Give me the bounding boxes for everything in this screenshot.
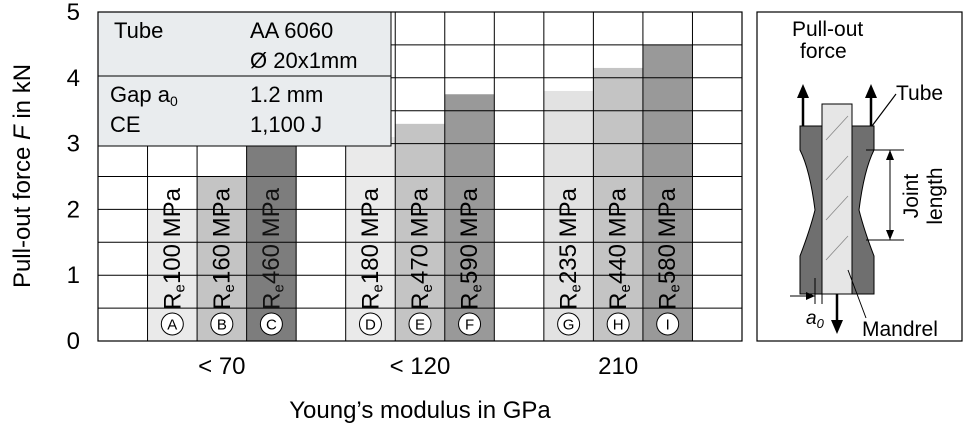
bar-H <box>593 67 643 342</box>
re-symbol-B: Re <box>208 284 237 310</box>
info-box: Tube AA 6060 Ø 20x1mm Gap a0 1.2 mm CE 1… <box>97 11 392 147</box>
y-tick-label: 0 <box>67 328 80 355</box>
plot-frame <box>97 11 743 342</box>
bar-label-G: 235 MPa <box>555 187 582 284</box>
reaction-arrowhead <box>831 320 843 334</box>
bar-id-H: H <box>613 317 624 334</box>
re-symbol-H: Re <box>605 284 634 310</box>
joint-length-line1: Joint <box>900 174 923 219</box>
bar-id-circle-I <box>656 312 680 336</box>
re-symbol-D: Re <box>357 284 386 310</box>
joint-arrowhead-top <box>886 150 894 160</box>
bar-G <box>543 90 594 342</box>
re-symbol-F: Re <box>456 284 485 310</box>
bar-label-D: 180 MPa <box>357 187 384 284</box>
bar-id-D: D <box>365 317 376 334</box>
hatch <box>825 155 849 181</box>
x-group-label: 210 <box>598 353 638 380</box>
bar-id-I: I <box>666 317 670 334</box>
y-axis-label: Pull-out force F in kN <box>9 64 36 288</box>
bar-id-circle-D <box>358 312 382 336</box>
bar-id-E: E <box>415 317 425 334</box>
bar-id-circle-H <box>606 312 630 336</box>
joint-arrowhead-bottom <box>886 230 894 240</box>
tube-wall-right <box>851 125 875 295</box>
bar-id-circle-G <box>557 312 581 336</box>
bar-label-I: 580 MPa <box>654 187 681 284</box>
bar-label-B: 160 MPa <box>208 187 235 284</box>
bar-id-B: B <box>217 317 227 334</box>
tube-leader-line <box>871 93 897 127</box>
info-tube-dimensions: Ø 20x1mm <box>250 48 358 73</box>
info-gap-label: Gap a0 <box>110 82 178 109</box>
re-symbol-C: Re <box>258 284 287 310</box>
y-tick-label: 3 <box>67 131 80 158</box>
bar-label-E: 470 MPa <box>407 187 434 284</box>
info-box-background <box>97 11 392 147</box>
bar-I <box>642 44 693 342</box>
bar-id-circle-C <box>259 312 283 336</box>
bar-id-circle-B <box>210 312 234 336</box>
y-tick-label: 5 <box>67 0 80 26</box>
re-symbol-G: Re <box>555 284 584 310</box>
bar-id-F: F <box>465 317 474 334</box>
bar-id-A: A <box>167 317 177 334</box>
y-tick-label: 4 <box>67 65 80 92</box>
bar-label-C: 460 MPa <box>258 187 285 284</box>
re-symbol-A: Re <box>159 284 188 310</box>
x-group-label: < 120 <box>390 353 451 380</box>
info-tube-material: AA 6060 <box>250 18 333 43</box>
schematic-title-line2: force <box>800 40 847 63</box>
bar-id-G: G <box>563 317 575 334</box>
gap-arrowhead <box>806 292 815 300</box>
re-symbol-I: Re <box>654 284 683 310</box>
hatch <box>825 115 849 141</box>
schematic-tube-label: Tube <box>896 82 943 105</box>
mandrel-shape <box>821 103 853 295</box>
force-arrowhead-right <box>865 84 877 98</box>
bar-id-circle-A <box>160 312 184 336</box>
bar-D <box>345 137 396 341</box>
bar-label-H: 440 MPa <box>605 187 632 284</box>
hatch <box>825 235 849 261</box>
mandrel-leader-line <box>847 269 867 319</box>
gap-label: a0 <box>806 308 825 331</box>
tube-wall-left <box>799 125 823 295</box>
mandrel-body <box>821 103 853 295</box>
y-axis-ticks: 0 1 2 3 4 5 <box>67 0 80 355</box>
x-axis-group-labels: < 70 < 120 210 <box>198 353 638 380</box>
info-ce-value: 1,100 J <box>250 112 322 137</box>
bar-E <box>395 123 445 341</box>
pullout-schematic: Pull-out force Tube Joint length a0 <box>756 11 963 342</box>
x-group-label: < 70 <box>198 353 245 380</box>
bar-id-circle-F <box>458 312 482 336</box>
re-symbol-E: Re <box>407 284 436 310</box>
hatch <box>825 195 849 221</box>
force-arrowhead-left <box>797 84 809 98</box>
info-tube-label: Tube <box>114 18 163 43</box>
x-axis-label: Young’s modulus in GPa <box>289 397 551 424</box>
bar-id-C: C <box>266 317 277 334</box>
info-gap-value: 1.2 mm <box>250 82 323 107</box>
schematic-title-line1: Pull-out <box>792 18 863 41</box>
bar-label-A: 100 MPa <box>159 187 186 284</box>
info-ce-label: CE <box>110 112 141 137</box>
y-tick-label: 2 <box>67 196 80 223</box>
y-tick-label: 1 <box>67 262 80 289</box>
joint-length-line2: length <box>924 167 947 224</box>
bar-F <box>444 94 495 341</box>
schematic-mandrel-label: Mandrel <box>862 318 938 341</box>
bar-id-circle-E <box>408 312 432 336</box>
bar-label-F: 590 MPa <box>456 187 483 284</box>
